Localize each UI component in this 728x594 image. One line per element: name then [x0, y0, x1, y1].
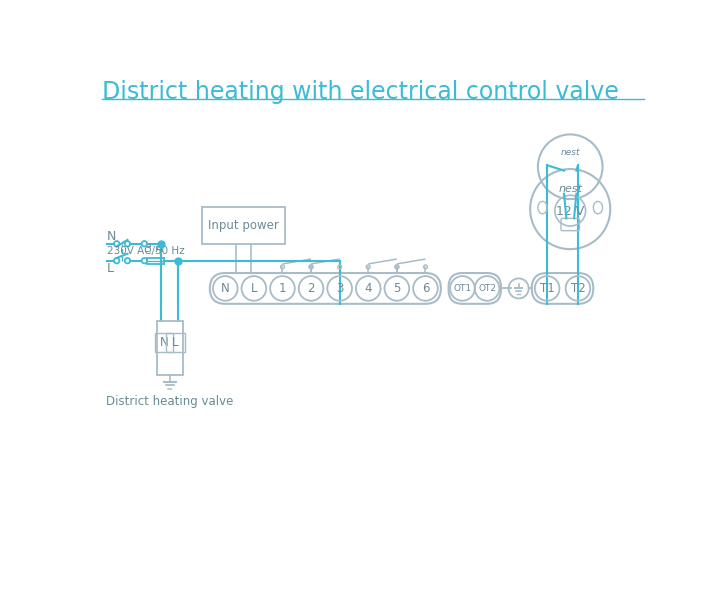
Bar [148, 258, 165, 264]
Text: N: N [159, 336, 168, 349]
Bar [157, 321, 183, 375]
Bar [155, 333, 173, 352]
Text: 4: 4 [365, 282, 372, 295]
Text: OT1: OT1 [454, 284, 472, 293]
Text: 12 V: 12 V [556, 206, 585, 218]
Text: 2: 2 [307, 282, 314, 295]
Text: N: N [221, 282, 229, 295]
Text: Input power: Input power [208, 219, 279, 232]
Text: 230V AC/50 Hz: 230V AC/50 Hz [107, 246, 184, 255]
Text: OT2: OT2 [478, 284, 496, 293]
Text: L: L [107, 262, 114, 275]
Text: 6: 6 [422, 282, 430, 295]
Text: nest: nest [561, 148, 580, 157]
Text: District heating with electrical control valve: District heating with electrical control… [102, 80, 619, 104]
Text: 1: 1 [279, 282, 286, 295]
Text: L: L [250, 282, 257, 295]
Bar [202, 207, 285, 244]
Bar [166, 333, 185, 352]
Text: T1: T1 [539, 282, 555, 295]
Text: District heating valve: District heating valve [106, 394, 234, 407]
Text: 3: 3 [336, 282, 344, 295]
Text: N: N [107, 229, 116, 242]
Text: nest: nest [558, 184, 582, 194]
Text: T2: T2 [571, 282, 585, 295]
Text: L: L [173, 336, 179, 349]
Text: 3 A: 3 A [146, 244, 164, 254]
Text: 5: 5 [393, 282, 400, 295]
